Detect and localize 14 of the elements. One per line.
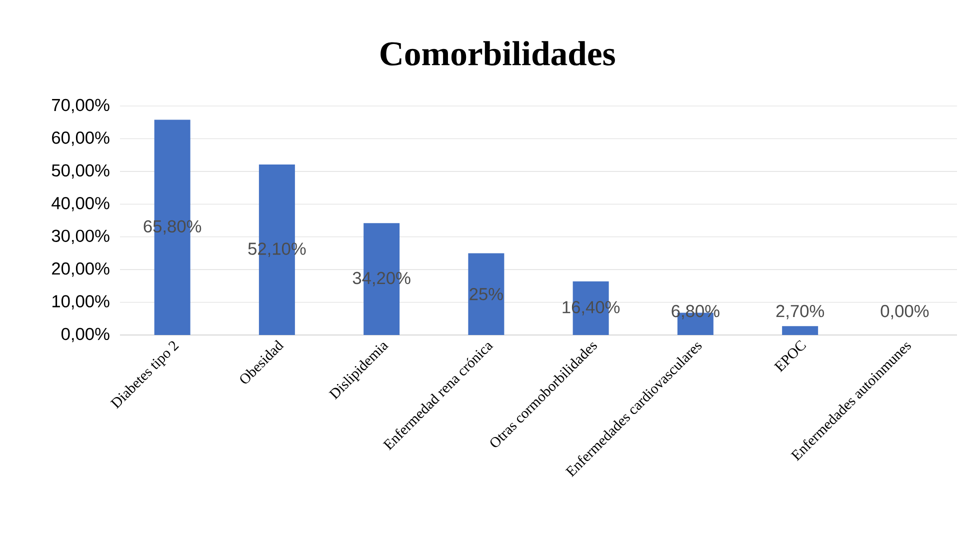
y-tick-label: 0,00% bbox=[61, 328, 110, 342]
y-tick-label: 70,00% bbox=[52, 98, 110, 114]
y-tick-label: 20,00% bbox=[52, 262, 110, 277]
chart-title: Comorbilidades bbox=[380, 41, 615, 66]
bar bbox=[782, 326, 818, 335]
data-label: 2,70% bbox=[776, 304, 824, 320]
data-label: 25% bbox=[470, 288, 503, 300]
y-tick-label: 50,00% bbox=[52, 164, 110, 179]
data-label: 0,00% bbox=[880, 304, 929, 320]
y-tick-label: 40,00% bbox=[52, 196, 110, 212]
y-tick-label: 30,00% bbox=[52, 230, 110, 244]
bar bbox=[468, 253, 504, 335]
y-tick-label: 10,00% bbox=[52, 295, 110, 310]
y-tick-label: 60,00% bbox=[52, 132, 110, 146]
